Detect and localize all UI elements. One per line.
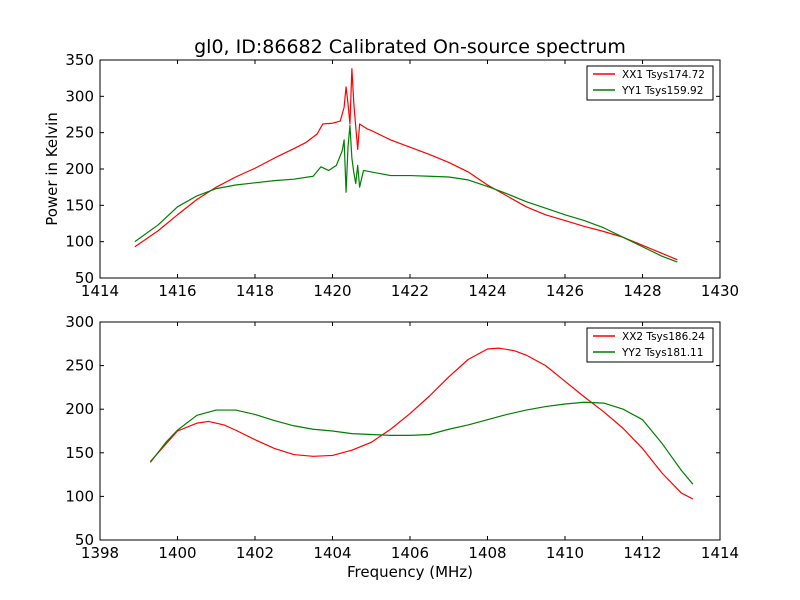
y-tick-label: 300	[65, 87, 94, 105]
y-tick-label: 150	[65, 196, 94, 214]
x-tick-label: 1430	[701, 282, 739, 300]
legend-box	[586, 327, 714, 363]
legend-label: XX2 Tsys186.24	[622, 331, 705, 343]
legend-label: XX1 Tsys174.72	[622, 69, 705, 81]
y-tick-label: 50	[75, 269, 94, 287]
y-tick-label: 200	[65, 400, 94, 418]
x-tick-label: 1404	[313, 544, 351, 562]
x-tick-label: 1400	[158, 544, 196, 562]
x-tick-label: 1414	[81, 282, 119, 300]
y-tick-label: 200	[65, 160, 94, 178]
y-tick-label: 250	[65, 124, 94, 142]
y-tick-label: 100	[65, 487, 94, 505]
legend: XX2 Tsys186.24 YY2 Tsys181.11	[586, 327, 714, 363]
y-tick-label: 300	[65, 313, 94, 331]
chart-title: gl0, ID:86682 Calibrated On-source spect…	[194, 36, 626, 58]
legend-box	[586, 65, 714, 101]
y-tick-label: 100	[65, 233, 94, 251]
series-line-1-2	[134, 124, 678, 263]
y-tick-label: 350	[65, 51, 94, 69]
series-line-2-1	[149, 347, 694, 500]
x-tick-label: 1414	[701, 544, 739, 562]
x-axis-label: Frequency (MHz)	[347, 563, 473, 581]
y-axis-label: Power in Kelvin	[43, 112, 61, 226]
legend-label: YY2 Tsys181.11	[621, 347, 703, 359]
x-tick-label: 1416	[158, 282, 196, 300]
x-tick-label: 1418	[236, 282, 274, 300]
y-tick-label: 250	[65, 357, 94, 375]
x-tick-label: 1402	[236, 544, 274, 562]
x-tick-label: 1406	[391, 544, 429, 562]
y-tick-label: 150	[65, 444, 94, 462]
series-line-1-1	[134, 68, 678, 261]
x-tick-label: 1408	[468, 544, 506, 562]
top-panel: 1414 1416 1418 1420 1422 1424 1426 1428 1430 50 10…	[65, 51, 739, 300]
x-tick-label: 1410	[546, 544, 584, 562]
x-tick-label: 1422	[391, 282, 429, 300]
series-line-2-2	[149, 401, 694, 485]
x-tick-label: 1412	[623, 544, 661, 562]
legend-label: YY1 Tsys159.92	[621, 85, 703, 97]
y-tick-label: 50	[75, 531, 94, 549]
x-tick-label: 1398	[81, 544, 119, 562]
legend: XX1 Tsys174.72 YY1 Tsys159.92	[586, 65, 714, 101]
bottom-panel: 1398 1400 1402 1404 1406 1408 1410 1412 1414 50 10…	[65, 313, 739, 562]
x-tick-label: 1428	[623, 282, 661, 300]
x-tick-label: 1424	[468, 282, 506, 300]
x-tick-label: 1426	[546, 282, 584, 300]
x-tick-label: 1420	[313, 282, 351, 300]
